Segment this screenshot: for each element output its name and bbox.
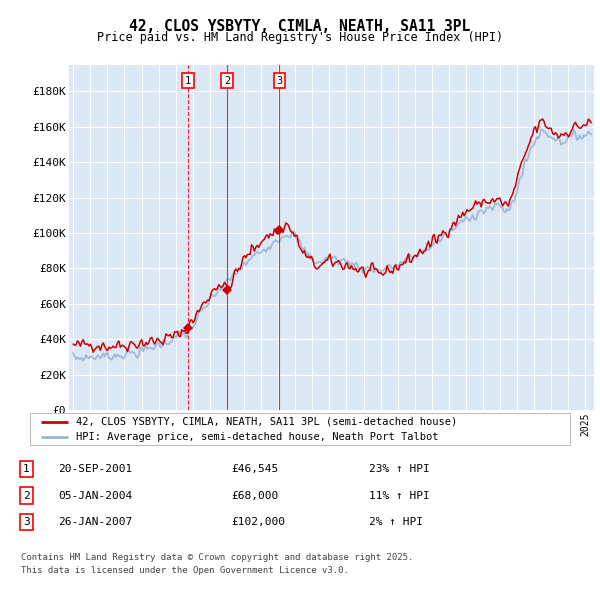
Text: 23% ↑ HPI: 23% ↑ HPI xyxy=(369,464,430,474)
Text: 11% ↑ HPI: 11% ↑ HPI xyxy=(369,491,430,500)
Text: 42, CLOS YSBYTY, CIMLA, NEATH, SA11 3PL (semi-detached house): 42, CLOS YSBYTY, CIMLA, NEATH, SA11 3PL … xyxy=(76,417,457,427)
Text: 2: 2 xyxy=(23,491,30,500)
Text: 3: 3 xyxy=(276,76,283,86)
Text: HPI: Average price, semi-detached house, Neath Port Talbot: HPI: Average price, semi-detached house,… xyxy=(76,432,439,442)
Text: 2% ↑ HPI: 2% ↑ HPI xyxy=(369,517,423,527)
Text: 26-JAN-2007: 26-JAN-2007 xyxy=(58,517,133,527)
Text: £46,545: £46,545 xyxy=(231,464,278,474)
Text: 3: 3 xyxy=(23,517,30,527)
Text: 42, CLOS YSBYTY, CIMLA, NEATH, SA11 3PL: 42, CLOS YSBYTY, CIMLA, NEATH, SA11 3PL xyxy=(130,19,470,34)
Text: 2: 2 xyxy=(224,76,230,86)
Text: £102,000: £102,000 xyxy=(231,517,285,527)
Text: 20-SEP-2001: 20-SEP-2001 xyxy=(58,464,133,474)
Text: 05-JAN-2004: 05-JAN-2004 xyxy=(58,491,133,500)
Text: £68,000: £68,000 xyxy=(231,491,278,500)
Text: 1: 1 xyxy=(23,464,30,474)
Text: 1: 1 xyxy=(185,76,191,86)
Text: Contains HM Land Registry data © Crown copyright and database right 2025.: Contains HM Land Registry data © Crown c… xyxy=(21,553,413,562)
Text: Price paid vs. HM Land Registry's House Price Index (HPI): Price paid vs. HM Land Registry's House … xyxy=(97,31,503,44)
Text: This data is licensed under the Open Government Licence v3.0.: This data is licensed under the Open Gov… xyxy=(21,566,349,575)
